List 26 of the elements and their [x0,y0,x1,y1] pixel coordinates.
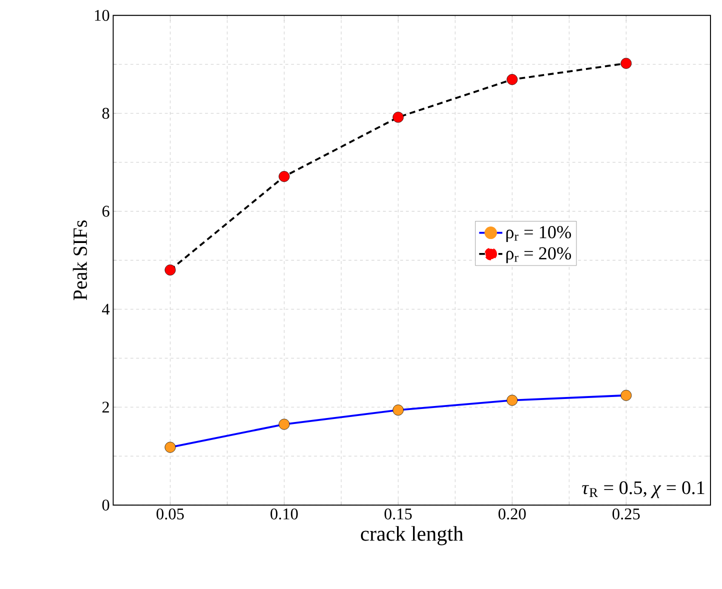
y-tick-label: 6 [102,206,110,217]
legend-label: ρ$_{r}$ = 20% [506,247,571,264]
y-tick-label: 8 [102,108,110,119]
y-tick-label: 2 [102,402,109,413]
point [620,390,632,402]
point [278,418,290,430]
point [506,74,518,86]
point [506,394,518,406]
point [164,442,176,453]
point [278,171,290,182]
x-tick-label: 0.10 [270,508,298,520]
annotation: τ$_{R}$ = 0.5, χ = 0.1 [582,481,704,498]
x-tick-label: 0.20 [498,508,526,520]
point [164,264,176,276]
y-tick-label: 4 [102,304,110,315]
x-tick-label: 0.25 [612,508,640,520]
y-tick-label: 0 [102,500,110,511]
y-tick-label: 10 [94,10,110,22]
x-tick-label: 0.15 [384,508,412,520]
point [392,112,404,123]
x-axis-title: crack length [360,526,464,546]
y-axis-title: Peak SIFs [72,220,87,300]
x-tick-label: 0.05 [156,508,184,520]
point [392,404,404,416]
point [620,58,632,70]
legend-label: ρ$_{r}$ = 10% [506,226,571,242]
